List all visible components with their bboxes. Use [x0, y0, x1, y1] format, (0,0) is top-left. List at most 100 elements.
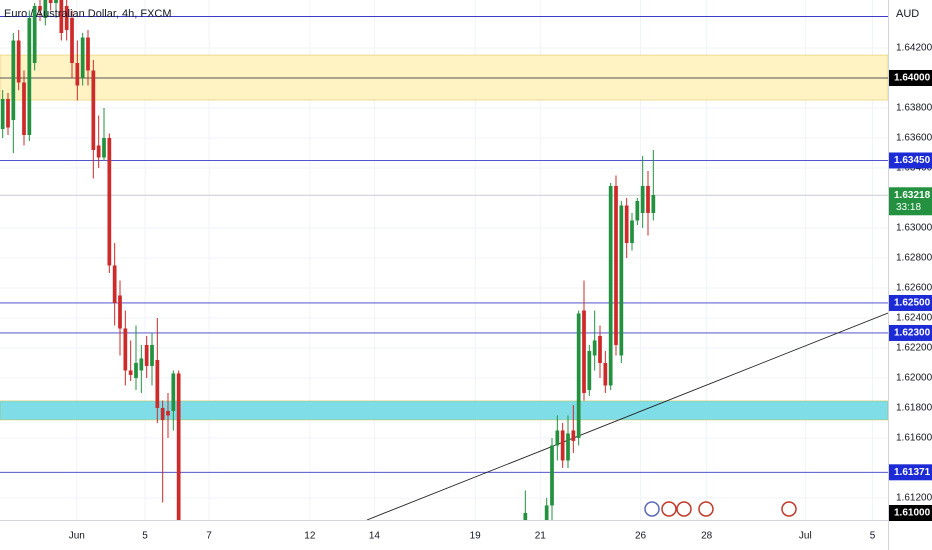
level-label: 1.62500	[894, 298, 931, 309]
x-tick-label: 19	[470, 531, 482, 542]
x-tick-label: 5	[870, 531, 876, 542]
candle-body	[176, 373, 181, 520]
candle-body	[566, 433, 570, 461]
y-tick-label: 1.61800	[896, 403, 932, 414]
level-badge	[889, 152, 932, 169]
level-badge	[889, 324, 932, 341]
candle-body	[32, 5, 37, 63]
candle-body	[86, 37, 90, 71]
candle-body	[582, 310, 586, 393]
y-tick-label: 1.63800	[896, 103, 932, 114]
candle-body	[112, 265, 117, 303]
candle-body	[11, 40, 16, 120]
candle-body	[6, 98, 10, 128]
event-icon	[644, 501, 660, 517]
y-tick-label: 1.63600	[896, 133, 932, 144]
candle-body	[603, 362, 608, 386]
x-tick-label: 14	[369, 531, 381, 542]
candle-body	[544, 505, 549, 520]
candle-body	[70, 17, 74, 63]
x-tick-label: Jun	[69, 531, 85, 542]
y-tick-label: 1.62600	[896, 283, 932, 294]
candle-body	[635, 200, 640, 221]
candle-body	[624, 205, 629, 243]
candle-body	[16, 40, 21, 83]
event-icon	[676, 501, 692, 517]
y-tick-label: 1.62400	[896, 313, 932, 324]
trendline	[366, 312, 888, 520]
candle-body	[598, 335, 602, 363]
candle-body	[38, 5, 42, 11]
event-icons	[644, 501, 797, 517]
zone	[0, 400, 888, 421]
candle-body	[128, 370, 133, 375]
candle-body	[118, 295, 122, 329]
x-tick-label: 12	[304, 531, 316, 542]
candle-body	[48, 0, 53, 3]
candle-body	[54, 0, 58, 3]
candle-body	[166, 410, 170, 416]
candle-body	[0, 98, 5, 129]
x-tick-label: 21	[535, 531, 547, 542]
candle-body	[571, 430, 576, 441]
y-tick-label: 1.62200	[896, 343, 932, 354]
countdown-label: 33:18	[896, 202, 921, 213]
level-badge	[889, 294, 932, 311]
candle-body	[123, 328, 128, 371]
candle-body	[630, 220, 634, 243]
level-label: 1.61000	[894, 508, 931, 519]
candle-body	[640, 185, 645, 213]
candle-body	[75, 62, 80, 86]
candle-body	[91, 70, 96, 150]
level-label: 1.61371	[894, 467, 931, 478]
level-label: 1.62300	[894, 328, 931, 339]
level-badge	[889, 464, 932, 481]
level-badge	[889, 505, 932, 521]
candle-body	[550, 445, 554, 506]
candle-body	[27, 17, 32, 135]
candle-body	[102, 137, 106, 158]
candle-body	[614, 185, 618, 345]
x-tick-label: 7	[206, 531, 212, 542]
candle-body	[96, 145, 101, 158]
candle-body	[160, 407, 165, 420]
level-label: 1.63450	[894, 155, 931, 166]
current-price-label: 1.63218	[894, 190, 931, 201]
level-badge	[889, 69, 932, 86]
y-tick-label: 1.61600	[896, 433, 932, 444]
candle-body	[555, 430, 560, 446]
candle-body	[592, 340, 597, 356]
candle-body	[43, 0, 48, 18]
x-tick-label: 5	[142, 531, 148, 542]
chart-title: Euro / Australian Dollar, 4h, FXCM	[4, 8, 172, 20]
candle-body	[608, 185, 613, 386]
event-icon	[781, 501, 797, 517]
candle-body	[150, 344, 154, 366]
level-label: 1.64000	[894, 73, 931, 84]
event-icon	[661, 501, 677, 517]
candle-body	[576, 313, 581, 438]
candle-body	[646, 185, 650, 213]
y-tick-label: 1.62000	[896, 373, 932, 384]
y-tick-label: 1.63000	[896, 223, 932, 234]
candle-body	[560, 430, 565, 461]
candle-body	[134, 362, 138, 378]
candle-body	[22, 82, 26, 135]
event-icon	[698, 501, 714, 517]
y-tick-label: 1.64200	[896, 43, 932, 54]
y-tick-label: 1.61200	[896, 493, 932, 504]
candle-body	[64, 5, 69, 30]
x-tick-label: 28	[701, 531, 713, 542]
candle-body	[59, 0, 64, 33]
candle-body	[139, 358, 144, 371]
candle-body	[523, 512, 528, 520]
candle-body	[155, 359, 160, 408]
y-tick-label: 1.62800	[896, 253, 932, 264]
candle-body	[619, 205, 624, 356]
candle-body	[651, 194, 656, 213]
candle-body	[80, 37, 85, 78]
axis-unit: AUD	[896, 8, 919, 20]
candle-body	[144, 344, 149, 366]
candle-body	[587, 350, 592, 390]
